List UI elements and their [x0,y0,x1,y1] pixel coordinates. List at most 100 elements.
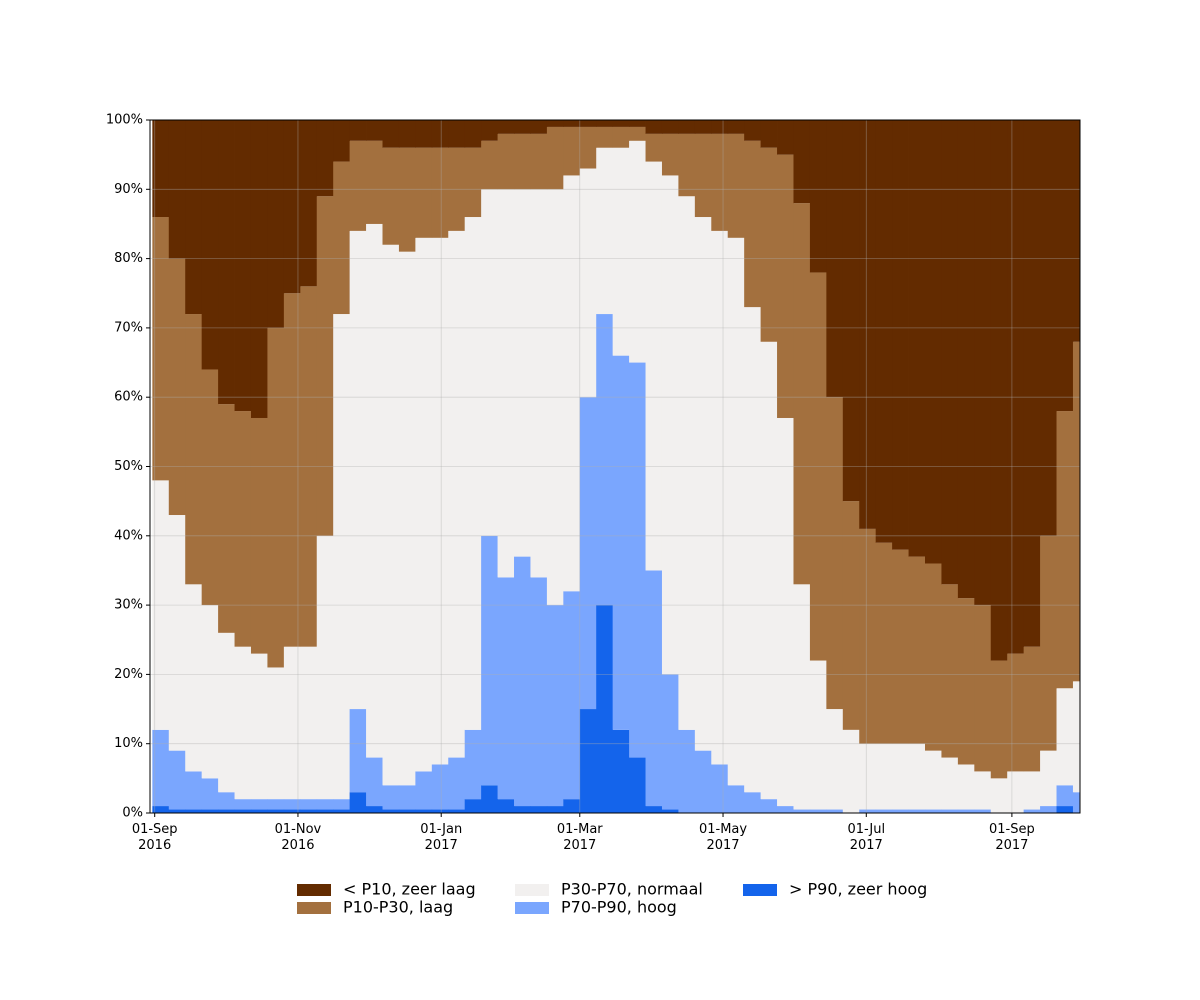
area-step [777,120,794,155]
area-step [1023,771,1041,810]
area-step [185,809,203,813]
area-step [859,809,877,813]
area-step [168,515,186,751]
area-step [957,120,975,599]
area-step [316,196,334,536]
area-step [1040,120,1057,536]
area-step [629,362,646,758]
y-tick-label: 70% [114,320,143,335]
area-step [530,577,548,807]
area-step [168,750,186,810]
area-step [1023,120,1041,647]
area-step [1056,120,1074,412]
area-step [316,809,334,813]
legend-label: < P10, zeer laag [343,880,476,899]
area-step [1056,785,1074,807]
area-step [875,120,893,543]
area-step [481,785,498,813]
area-step [250,417,268,654]
area-step [694,217,712,751]
area-step [990,660,1008,779]
area-step [645,806,663,813]
area-step [497,189,515,578]
area-step [415,120,433,148]
area-step [809,809,827,813]
area-step [760,147,778,342]
area-step [250,799,268,810]
area-step [744,140,762,308]
area-step [382,244,400,786]
area-step [283,293,301,647]
area-step [875,743,893,810]
area-step [530,806,548,813]
area-step [661,674,679,810]
area-step [711,764,729,813]
area-step [957,764,975,810]
area-step [168,258,186,516]
area-step [300,120,318,287]
area-step [234,120,252,412]
legend-label: P30-P70, normaal [561,880,703,899]
area-step [842,729,860,813]
plot-frame [149,119,1081,814]
area-step [283,120,301,294]
area-step [826,809,844,813]
area-step [185,771,203,810]
y-tick-label: 60% [114,390,143,405]
area-step [218,120,235,405]
area-step [382,120,400,148]
area-step [267,327,285,668]
area-step [990,778,1008,813]
area-step [218,809,235,813]
area-step [431,120,449,148]
area-step [744,792,762,813]
area-step [185,584,203,772]
area-step [760,120,778,148]
area-step [267,809,285,813]
area-step [546,189,564,606]
area-step [1040,806,1057,813]
area-step [250,809,268,813]
area-step [1072,341,1081,682]
area-step [283,799,301,810]
y-tick-label: 0% [122,806,143,821]
legend-label: > P90, zeer hoog [789,880,927,899]
area-step [382,147,400,245]
area-step [809,660,827,810]
area-step [481,120,498,141]
area-step [859,120,877,529]
area-step [760,799,778,813]
legend-swatch [297,902,331,914]
area-step [793,120,811,204]
area-step [250,120,268,418]
area-step [382,809,400,813]
x-tick-label: 01-Sep 2016 [132,822,178,853]
legend-swatch [743,884,777,896]
area-step [875,809,893,813]
area-step [366,140,383,224]
area-step [218,792,235,810]
area-step [892,549,909,744]
area-step [546,605,564,807]
area-step [1056,411,1074,689]
area-step [1023,646,1041,772]
area-step [234,411,252,647]
area-step [777,154,794,418]
area-step [514,120,531,134]
area-step [694,120,712,134]
y-tick-label: 40% [114,528,143,543]
area-step [596,126,614,148]
area-step [234,646,252,800]
area-step [941,120,959,585]
legend-swatch [515,902,549,914]
area-step [661,175,679,675]
area-step [514,806,531,813]
area-step [201,369,219,606]
y-tick-label: 10% [114,736,143,751]
area-step [546,126,564,190]
area-step [464,799,482,813]
area-step [349,230,367,710]
area-step [694,133,712,218]
area-step [859,528,877,744]
area-step [645,120,663,134]
